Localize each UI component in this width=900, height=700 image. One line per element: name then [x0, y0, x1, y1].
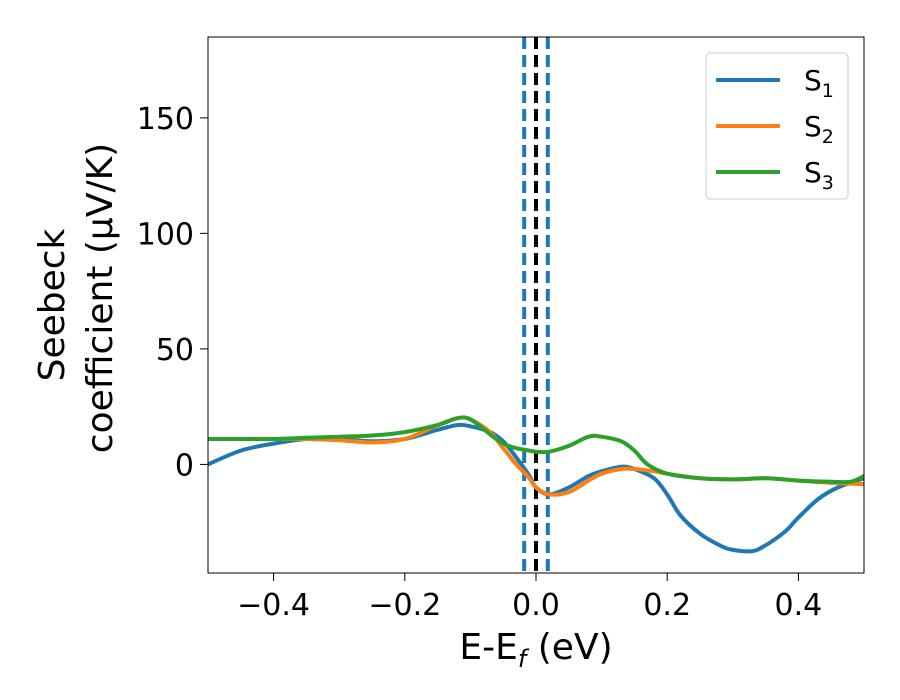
series-lines — [208, 415, 864, 554]
y-axis-label-line2: coefficient (μV/K) — [80, 143, 121, 453]
x-axis-label: E-Ef (eV) — [459, 627, 612, 673]
x-tick-label: −0.4 — [237, 588, 310, 623]
x-axis-label-main: E-E — [459, 627, 517, 668]
series-line-s3 — [208, 415, 864, 485]
y-axis-ticks: 0 50 100 150 — [137, 102, 208, 483]
y-axis-label-line1: Seebeck — [32, 228, 73, 381]
x-tick-label: 0.4 — [775, 588, 823, 623]
y-tick-label: 0 — [175, 448, 194, 483]
y-tick-label: 150 — [137, 102, 194, 137]
legend-label-s2: S2 — [804, 110, 834, 148]
y-tick-label: 50 — [156, 333, 194, 368]
x-axis-label-unit: (eV) — [526, 627, 612, 668]
y-tick-label: 100 — [137, 217, 194, 252]
legend-label-s1: S1 — [804, 64, 834, 102]
x-tick-label: 0.0 — [512, 588, 560, 623]
legend-label-s3: S3 — [804, 156, 834, 194]
legend: S1 S2 S3 — [705, 52, 849, 200]
x-tick-label: 0.2 — [643, 588, 691, 623]
x-tick-label: −0.2 — [368, 588, 441, 623]
x-axis-ticks: −0.4 −0.2 0.0 0.2 0.4 — [237, 573, 822, 623]
